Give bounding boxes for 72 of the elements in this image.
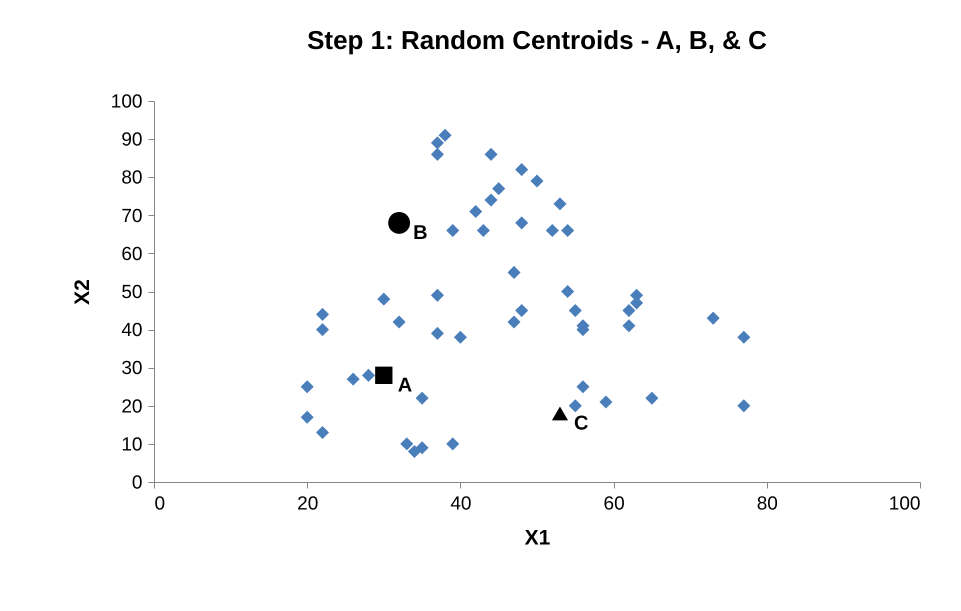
point: [508, 266, 521, 279]
point: [346, 372, 360, 386]
point: [446, 437, 460, 450]
point: [553, 197, 566, 210]
point: [469, 204, 482, 218]
point: [515, 216, 528, 230]
series-label: A: [398, 374, 412, 396]
y-tick-label: 0: [132, 472, 142, 494]
y-tick-label: 90: [121, 130, 142, 151]
point: [377, 292, 390, 306]
point: [568, 304, 582, 318]
point: [416, 392, 429, 405]
chart-title: Step 1: Random Centroids - A, B, & C: [307, 25, 768, 55]
point: [561, 224, 574, 238]
point: [492, 182, 506, 196]
point: [392, 315, 406, 328]
point: [576, 380, 590, 394]
point: [515, 163, 528, 176]
x-tick-label: 100: [888, 494, 920, 514]
point: [484, 194, 498, 207]
point: [645, 392, 658, 405]
y-tick-label: 60: [121, 244, 142, 265]
y-tick-label: 100: [110, 92, 142, 112]
point: [484, 148, 498, 161]
point: [552, 406, 568, 420]
point: [430, 288, 444, 302]
point: [316, 426, 330, 439]
point: [530, 174, 544, 188]
point: [316, 308, 330, 321]
point: [706, 312, 720, 325]
x-tick-label: 40: [450, 494, 472, 514]
point: [362, 368, 375, 382]
point: [438, 128, 452, 142]
point: [622, 304, 636, 318]
point: [430, 148, 444, 161]
x-tick-label: 20: [297, 494, 318, 514]
point: [561, 284, 574, 298]
x-tick-label: 60: [604, 494, 625, 514]
point: [300, 410, 314, 424]
y-tick-label: 70: [121, 206, 142, 227]
point: [508, 315, 521, 328]
y-tick-label: 10: [121, 434, 142, 456]
point: [375, 366, 392, 384]
x-axis-title: X1: [524, 526, 551, 550]
point: [515, 304, 528, 318]
y-tick-label: 80: [121, 168, 142, 189]
point: [416, 441, 429, 454]
point: [737, 399, 750, 412]
point: [568, 399, 582, 412]
x-tick-label: 80: [756, 494, 778, 514]
point: [430, 136, 444, 150]
point: [737, 330, 750, 344]
point: [599, 395, 612, 409]
point: [400, 437, 414, 450]
point: [622, 319, 636, 332]
point: [430, 326, 444, 340]
point: [408, 445, 421, 458]
y-axis-title: X2: [70, 279, 94, 305]
series-label: B: [413, 222, 428, 244]
y-tick-label: 40: [121, 320, 142, 342]
point: [316, 323, 330, 336]
y-tick-label: 20: [121, 396, 142, 418]
series-label: C: [574, 412, 588, 434]
y-tick-label: 30: [121, 358, 142, 380]
x-tick-label: 0: [154, 494, 166, 514]
point: [388, 212, 410, 234]
y-tick-label: 50: [121, 282, 142, 303]
point: [476, 224, 490, 238]
point: [546, 224, 559, 238]
point: [446, 224, 460, 238]
point: [454, 330, 467, 344]
point: [300, 380, 314, 394]
